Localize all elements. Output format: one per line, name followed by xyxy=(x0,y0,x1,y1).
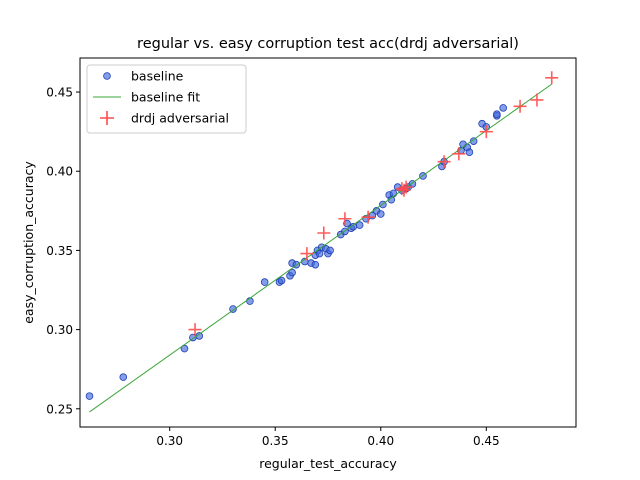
legend-box xyxy=(86,64,247,134)
plot-area xyxy=(85,71,559,413)
legend-drdj-adversarial-label: drdj adversarial xyxy=(131,111,229,126)
drdj-adversarial-point xyxy=(452,147,466,161)
legend-baseline-marker xyxy=(103,72,111,80)
legend-drdj-adversarial-marker xyxy=(100,111,114,125)
drdj-adversarial-point xyxy=(397,183,411,197)
y-tick-label: 0.45 xyxy=(46,86,73,100)
baseline-point xyxy=(180,344,189,353)
chart-title: regular vs. easy corruption test acc(drd… xyxy=(137,36,519,52)
drdj-adversarial-point xyxy=(338,212,352,226)
baseline-point xyxy=(85,392,94,400)
x-tick-label: 0.45 xyxy=(473,434,500,448)
drdj-adversarial-point xyxy=(479,125,493,139)
baseline-point xyxy=(119,373,128,381)
y-tick-label: 0.40 xyxy=(46,165,73,179)
legend: baseline baseline fit drdj adversarial xyxy=(86,64,247,134)
baseline-point xyxy=(355,221,364,229)
x-tick-label: 0.30 xyxy=(156,434,183,448)
y-tick-label: 0.25 xyxy=(46,402,73,416)
drdj-adversarial-point xyxy=(317,226,331,240)
baseline-point xyxy=(326,246,334,255)
legend-baseline-label: baseline xyxy=(131,69,184,84)
drdj-adversarial-point xyxy=(300,247,314,261)
baseline-fit-line xyxy=(89,83,553,413)
y-axis: 0.25 0.30 0.35 0.40 0.45 xyxy=(46,86,80,416)
drdj-adversarial-point xyxy=(530,93,544,107)
x-tick-label: 0.40 xyxy=(367,434,394,448)
baseline-point xyxy=(277,276,286,285)
baseline-point xyxy=(311,260,320,269)
plot-frame xyxy=(79,57,577,428)
drdj-adversarial-point xyxy=(513,99,527,113)
baseline-point xyxy=(260,278,269,286)
baseline-point xyxy=(389,189,398,198)
drdj-adversarial-point xyxy=(545,71,559,85)
y-axis-label: easy_corruption_accuracy xyxy=(21,161,36,324)
baseline-point xyxy=(493,110,501,119)
legend-baseline-fit-label: baseline fit xyxy=(131,90,200,105)
drdj-adversarial-point xyxy=(188,323,202,337)
drdj-adversarial-point xyxy=(399,180,413,194)
baseline-point xyxy=(469,137,478,145)
y-tick-label: 0.35 xyxy=(46,244,73,258)
x-axis-label: regular_test_accuracy xyxy=(259,456,397,471)
baseline-point xyxy=(465,148,474,157)
baseline-point xyxy=(229,305,237,313)
drdj-adversarial-point xyxy=(361,210,375,224)
baseline-point xyxy=(315,249,324,258)
y-tick-label: 0.30 xyxy=(46,323,73,337)
baseline-point xyxy=(499,104,507,112)
drdj-adversarial-point xyxy=(437,155,451,169)
x-axis: 0.30 0.35 0.40 0.45 xyxy=(156,427,500,448)
baseline-point xyxy=(376,210,385,218)
x-tick-label: 0.35 xyxy=(262,434,289,448)
baseline-point xyxy=(288,268,296,277)
